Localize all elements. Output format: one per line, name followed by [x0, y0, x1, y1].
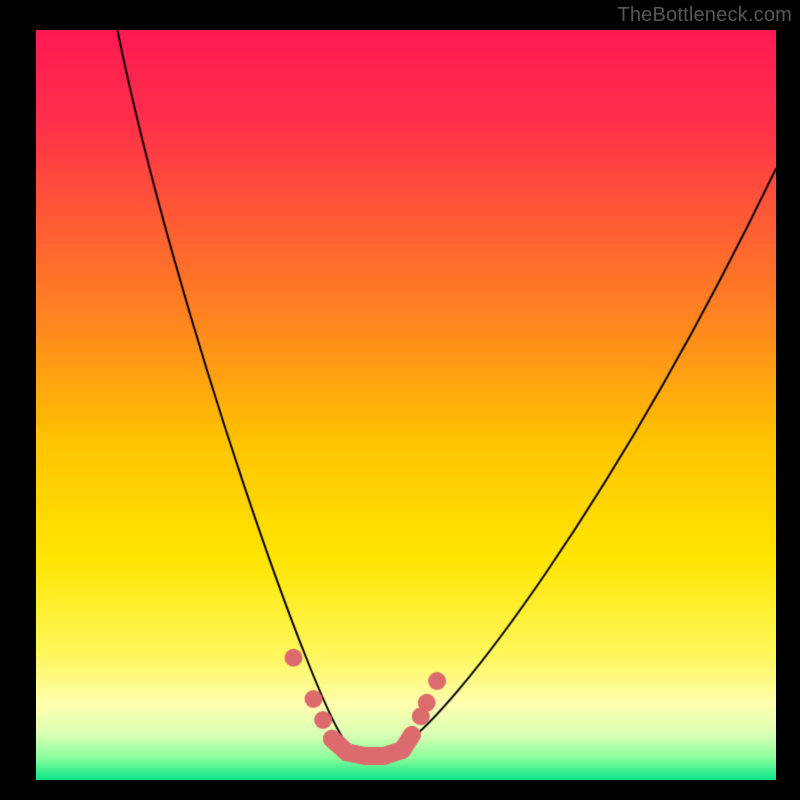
- watermark-text: TheBottleneck.com: [617, 4, 792, 27]
- chart-root: TheBottleneck.com: [0, 0, 800, 800]
- v-curve-overlay: [36, 30, 776, 780]
- plot-area: [36, 30, 776, 780]
